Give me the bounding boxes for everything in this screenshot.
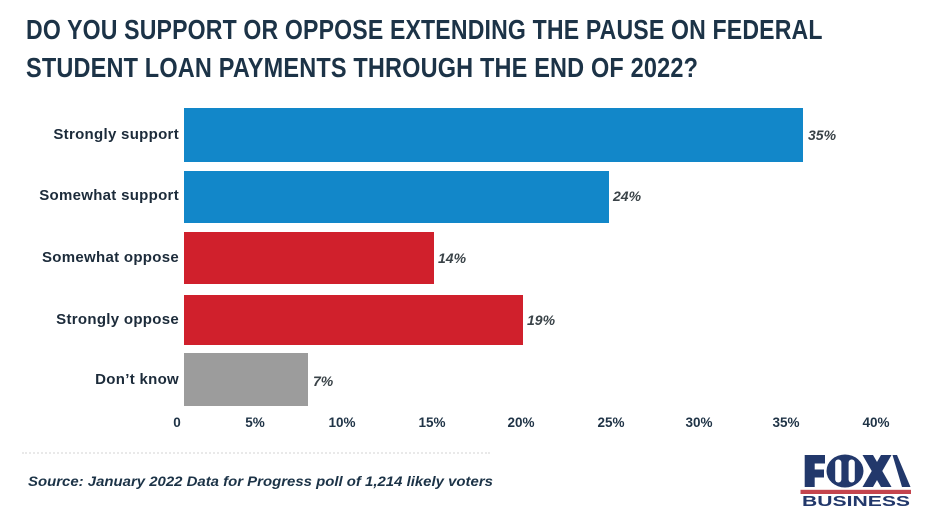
svg-text:BUSINESS: BUSINESS — [802, 493, 910, 509]
